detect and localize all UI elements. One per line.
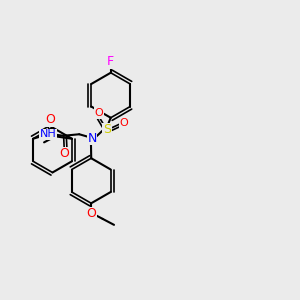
Text: O: O bbox=[86, 207, 96, 220]
Text: O: O bbox=[94, 108, 103, 118]
Text: NH: NH bbox=[40, 129, 56, 139]
Text: F: F bbox=[107, 56, 114, 68]
Text: O: O bbox=[119, 118, 128, 128]
Text: O: O bbox=[59, 147, 69, 160]
Text: O: O bbox=[45, 113, 55, 126]
Text: N: N bbox=[87, 132, 97, 145]
Text: S: S bbox=[103, 123, 111, 136]
